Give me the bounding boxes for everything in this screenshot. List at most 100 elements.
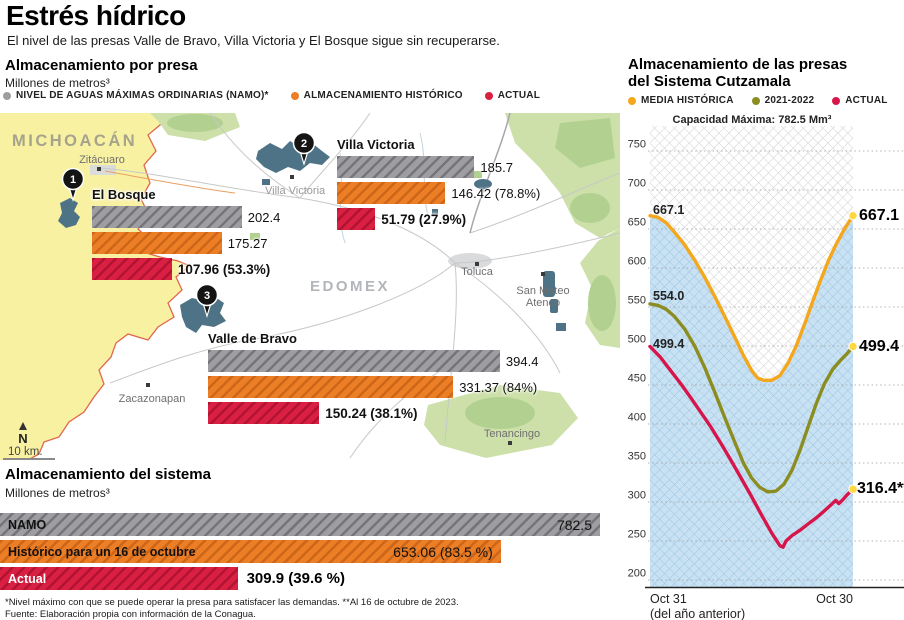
y-tick-label: 500 [628,334,646,346]
actual-line [648,344,855,549]
presa-group-valle-de-bravo: Valle de Bravo 394.4 331.37 (84%) 150.24… [208,331,538,428]
map-pin-2: 2 [292,131,316,167]
line-2122-end-value: 499.4 [859,338,900,355]
roads [99,113,620,459]
bar-value-label: 107.96 (53.3%) [177,261,271,277]
x-axis-label-left-sub: (del año anterior) [650,607,745,620]
cutzamala-legend: MEDIA HISTÓRICA 2021-2022 ACTUAL [628,95,888,106]
system-bar-actual: Actual [0,567,238,590]
y-tick-label: 400 [628,412,646,424]
bar-value-label: 175.27 [227,235,268,251]
legend-item-historico: ALMACENAMIENTO HISTÓRICO [290,90,463,101]
bar-namo [92,206,242,228]
y-tick-label: 350 [628,451,646,463]
town-label-zitacuaro: Zitácuaro [79,154,125,166]
system-bar-historico: Histórico para un 16 de octubre 653.06 (… [0,540,501,563]
bar-value-label: 202.4 [247,209,281,225]
line-2021-2022 [648,302,855,494]
x-axis-label-right: Oct 30 [816,592,853,606]
y-tick-label: 650 [628,217,646,229]
system-bar-row-actual: Actual 309.9 (39.6 %) [0,567,345,590]
end-dot-icon [848,341,858,352]
footnote-line2: Fuente: Elaboración propia con informaci… [5,609,256,620]
bar-historico [337,182,446,204]
el-bosque-reservoir [58,198,80,228]
town-label-toluca: Toluca [461,266,494,278]
legend-label: NIVEL DE AGUAS MÁXIMAS ORDINARIAS (NAMO)… [16,90,269,101]
pin-number: 3 [204,290,210,302]
left-section-unit: Millones de metros³ [5,76,110,90]
legend-label: 2021-2022 [764,95,815,106]
bar-value-label: 150.24 (38.1%) [325,405,418,421]
bar-actual [92,258,172,280]
bar-value-label: 331.37 (84%) [459,379,538,395]
legend-item-actual: ACTUAL [484,90,540,101]
y-tick-label: 300 [628,490,646,502]
footnote-line1: *Nivel máximo con que se puede operar la… [5,597,459,608]
map-pin-1: 1 [61,167,85,203]
media-historica-line [648,213,855,382]
michoacan-region [0,113,190,460]
system-section-title: Almacenamiento del sistema [5,466,211,483]
cutzamala-title-line2: del Sistema Cutzamala [628,73,791,90]
y-tick-label: 550 [628,295,646,307]
bar-namo [208,350,500,372]
town-label-villa-victoria: Villa Victoria [265,185,326,197]
cutzamala-chart-svg: 750 700 650 600 550 500 450 400 350 300 250 200 667… [628,126,904,620]
presa-name: Valle de Bravo [208,331,297,346]
bar-historico [208,376,454,398]
system-bar-label: Actual [8,571,47,586]
presa-name: Villa Victoria [337,137,415,152]
actual-line-legend-dot-icon [832,96,841,105]
end-dot-icon [848,210,858,221]
media-historica-legend-dot-icon [628,96,636,105]
legend-item-namo: NIVEL DE AGUAS MÁXIMAS ORDINARIAS (NAMO)… [3,90,269,101]
bar-actual [337,208,376,230]
page-title: Estrés hídrico [6,0,186,31]
y-tick-label: 250 [628,529,646,541]
bar-value-label: 51.79 (27.9%) [381,211,467,227]
left-section-title: Almacenamiento por presa [5,57,198,74]
media-end-value: 667.1 [859,207,900,224]
pin-number: 2 [301,138,307,150]
actual-start-value: 499.4 [653,337,684,351]
namo-legend-dot-icon [3,91,11,100]
cutzamala-title-line1: Almacenamiento de las presas [628,56,848,73]
state-border-line [27,113,192,460]
town-label-atenco: Atenco [526,297,560,309]
town-label-zacazonapan: Zacazonapan [119,393,186,405]
bar-actual [208,402,320,424]
valle-de-bravo-reservoir [180,297,226,333]
system-bar-row-namo: NAMO 782.5 [0,513,600,536]
system-bar-label: Histórico para un 16 de octubre [8,544,196,559]
system-bar-value: 653.06 (83.5 %) [393,543,493,560]
end-dot-icon [848,484,858,494]
presa-group-el-bosque: El Bosque 202.4 175.27 107.96 (53.3%) [92,187,280,284]
y-tick-label: 600 [628,256,646,268]
system-bar-label: NAMO [8,517,47,532]
historico-legend-dot-icon [290,91,299,100]
capacity-label: Capacidad Máxima: 782.5 Mm³ [672,114,832,126]
y-tick-label: 700 [628,178,646,190]
left-legend: NIVEL DE AGUAS MÁXIMAS ORDINARIAS (NAMO)… [3,90,562,101]
y-axis-tick-labels: 750 700 650 600 550 500 450 400 350 300 250 200 [628,139,646,580]
legend-item-line-actual: ACTUAL [832,95,887,106]
system-bar-namo: NAMO 782.5 [0,513,600,536]
legend-item-2021-2022: 2021-2022 [751,95,815,106]
legend-label: ACTUAL [845,95,888,106]
pin-number: 1 [70,174,76,186]
media-start-value: 667.1 [653,203,684,217]
map-svg: MICHOACÁN EDOMEX Zitácuaro Villa Victori… [0,113,620,460]
legend-label: MEDIA HISTÓRICA [641,95,734,106]
town-label-tenancingo: Tenancingo [484,428,540,440]
actual-legend-dot-icon [484,91,493,100]
scale-label: 10 km. [8,446,43,458]
y-tick-label: 450 [628,373,646,385]
system-section-unit: Millones de metros³ [5,486,110,500]
system-bar-row-historico: Histórico para un 16 de octubre 653.06 (… [0,540,501,563]
toluca-urban-area [448,253,492,269]
x-axis-label-left: Oct 31 [650,592,687,606]
map-pin-3: 3 [195,283,219,319]
system-bar-value: 309.9 (39.6 %) [246,570,345,587]
town-markers [97,167,545,445]
